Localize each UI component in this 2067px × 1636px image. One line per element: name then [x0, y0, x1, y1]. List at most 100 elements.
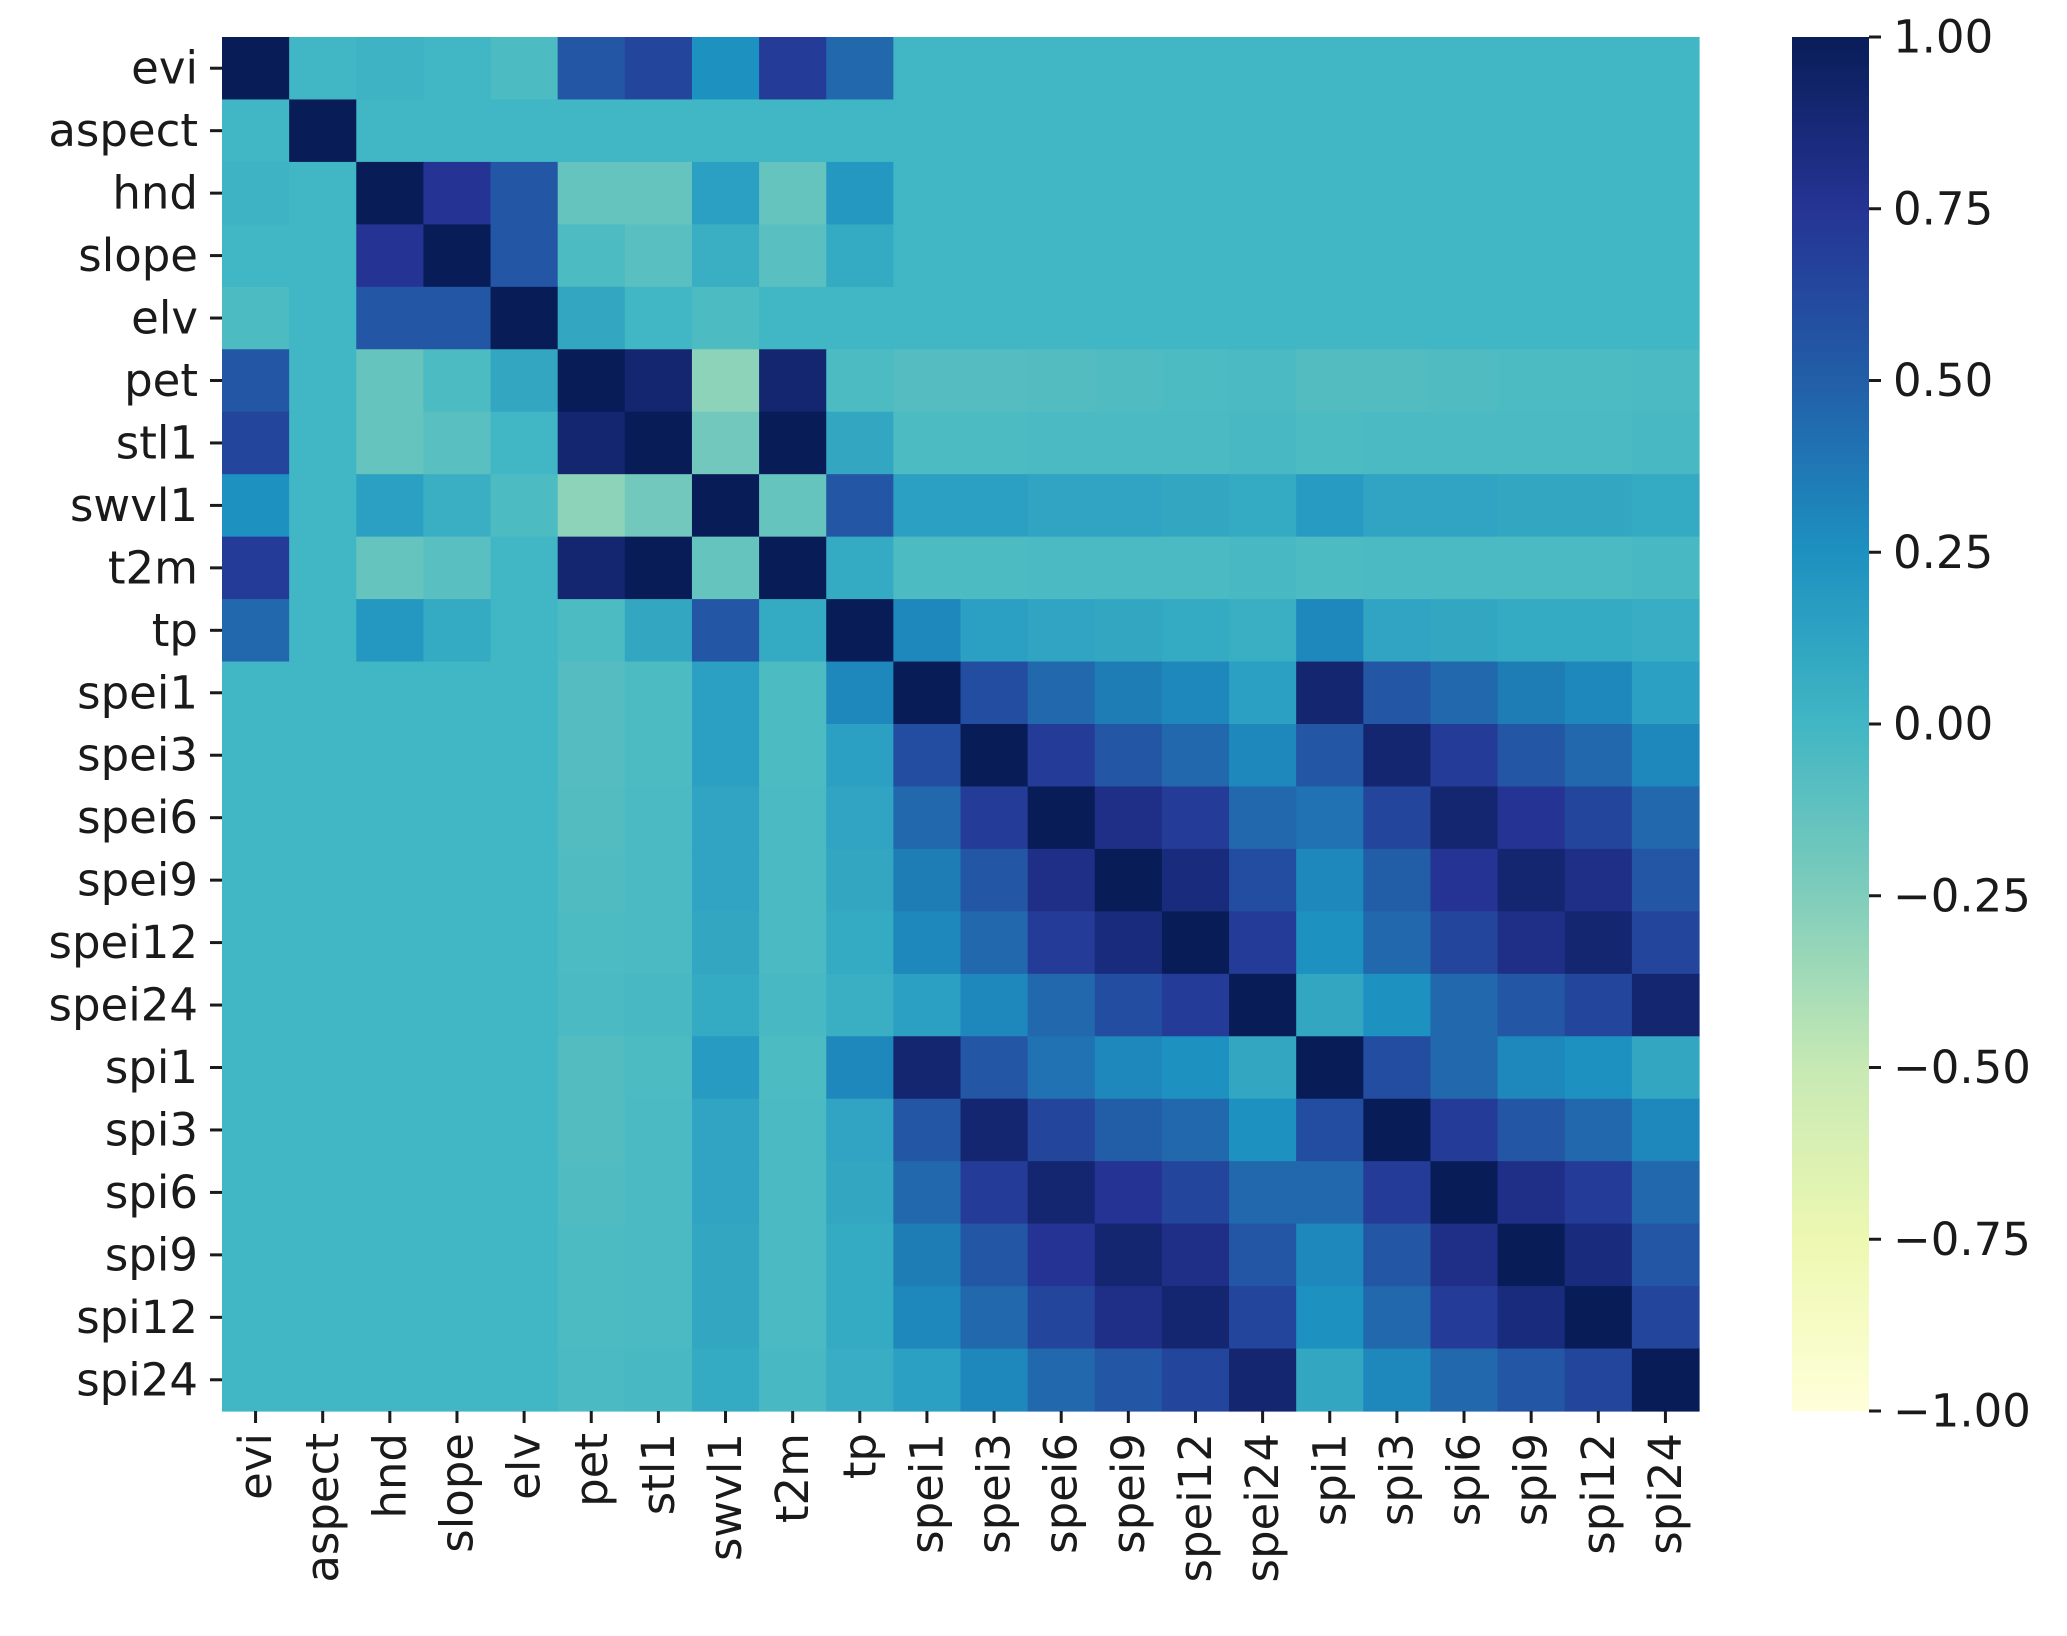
heatmap-cell-spi9-t2m	[759, 1223, 827, 1287]
heatmap-cell-hnd-spei3	[960, 161, 1029, 225]
heatmap-cell-spi1-spei12	[1161, 1036, 1230, 1100]
heatmap-cell-spei6-elv	[490, 786, 559, 850]
heatmap-cell-pet-spi12	[1564, 349, 1633, 413]
heatmap-cell-aspect-hnd	[356, 99, 425, 163]
heatmap-cell-spi12-spei6	[1027, 1286, 1096, 1350]
heatmap-cell-spi1-tp	[826, 1036, 894, 1100]
heatmap-cell-swvl1-pet	[557, 474, 626, 538]
heatmap-cell-tp-pet	[557, 599, 626, 663]
x-tick-label-evi: evi	[229, 1433, 282, 1500]
heatmap-cell-t2m-spei24	[1229, 536, 1297, 600]
heatmap-cell-spei12-aspect	[289, 911, 357, 975]
heatmap-cell-spei9-spei9	[1094, 848, 1163, 912]
heatmap-cell-t2m-tp	[826, 536, 894, 600]
heatmap-cell-pet-spi24	[1631, 349, 1700, 413]
y-tick-label-spei1: spei1	[77, 666, 198, 719]
heatmap-cell-stl1-spi1	[1296, 411, 1364, 475]
heatmap-cell-spi12-spi24	[1631, 1286, 1700, 1350]
x-axis: evi aspect hnd slope elv pet stl1 swvl1 t2m tp spe…	[229, 1411, 1692, 1583]
heatmap-cell-spi1-t2m	[759, 1036, 827, 1100]
heatmap-cell-spi12-spi6	[1430, 1286, 1499, 1350]
heatmap-cell-pet-spi3	[1363, 349, 1432, 413]
heatmap-cell-spei24-aspect	[289, 973, 357, 1037]
heatmap-cell-slope-pet	[557, 224, 626, 288]
heatmap-cell-spi3-spi12	[1564, 1098, 1633, 1162]
heatmap-cell-t2m-spei12	[1161, 536, 1230, 600]
heatmap-cell-spei3-spi9	[1497, 724, 1566, 788]
heatmap-cell-spei9-spi24	[1631, 848, 1700, 912]
x-tick-label-swvl1: swvl1	[699, 1433, 752, 1561]
heatmap-cell-slope-spi1	[1296, 224, 1364, 288]
heatmap-cell-evi-spi3	[1363, 37, 1432, 101]
heatmap-cell-spi12-spei1	[893, 1286, 962, 1350]
heatmap-cell-stl1-aspect	[289, 411, 357, 475]
heatmap-cell-elv-hnd	[356, 286, 425, 350]
heatmap-cell-t2m-spi12	[1564, 536, 1633, 600]
heatmap-cell-pet-aspect	[289, 349, 357, 413]
heatmap-cell-slope-spei1	[893, 224, 962, 288]
heatmap-cell-tp-tp	[826, 599, 894, 663]
heatmap-cell-swvl1-spi3	[1363, 474, 1432, 538]
heatmap-cell-evi-pet	[557, 37, 626, 101]
y-tick-label-spi6: spi6	[105, 1166, 198, 1219]
heatmap-cell-aspect-spei1	[893, 99, 962, 163]
heatmap-cell-spei12-spei24	[1229, 911, 1297, 975]
heatmap-cell-spei1-spi3	[1363, 661, 1432, 725]
heatmap-cell-spi1-spei24	[1229, 1036, 1297, 1100]
heatmap-cell-t2m-spei6	[1027, 536, 1096, 600]
heatmap-cell-aspect-stl1	[624, 99, 693, 163]
heatmap-cell-pet-elv	[490, 349, 559, 413]
heatmap-cell-elv-aspect	[289, 286, 357, 350]
heatmap-cell-tp-spei24	[1229, 599, 1297, 663]
heatmap-cell-spei12-hnd	[356, 911, 425, 975]
heatmap-cell-spei9-elv	[490, 848, 559, 912]
x-tick-label-slope: slope	[430, 1433, 483, 1553]
heatmap-cell-tp-spei3	[960, 599, 1029, 663]
heatmap-cell-tp-spei9	[1094, 599, 1163, 663]
heatmap-cell-spi3-spi6	[1430, 1098, 1499, 1162]
heatmap-cell-swvl1-swvl1	[691, 474, 760, 538]
heatmap-cell-slope-hnd	[356, 224, 425, 288]
heatmap-cell-stl1-slope	[423, 411, 492, 475]
heatmap-cell-spi3-t2m	[759, 1098, 827, 1162]
heatmap-cell-stl1-spei1	[893, 411, 962, 475]
heatmap-cell-spei3-spei3	[960, 724, 1029, 788]
heatmap-cell-spi12-spei24	[1229, 1286, 1297, 1350]
heatmap-cell-spi12-spi1	[1296, 1286, 1364, 1350]
heatmap-cell-spei1-t2m	[759, 661, 827, 725]
heatmap-cell-t2m-slope	[423, 536, 492, 600]
heatmap-cell-spei9-aspect	[289, 848, 357, 912]
heatmap-cell-aspect-spei24	[1229, 99, 1297, 163]
heatmap-cell-spi6-spei1	[893, 1161, 962, 1225]
heatmap-cell-slope-t2m	[759, 224, 827, 288]
heatmap-cell-swvl1-spei24	[1229, 474, 1297, 538]
heatmap-cell-stl1-hnd	[356, 411, 425, 475]
colorbar-tick-label: 0.00	[1893, 698, 1993, 751]
heatmap-cell-spei3-spi12	[1564, 724, 1633, 788]
heatmap-cell-aspect-spei12	[1161, 99, 1230, 163]
heatmap-cell-spei6-spei1	[893, 786, 962, 850]
heatmap-cell-t2m-spi9	[1497, 536, 1566, 600]
y-tick-label-spei9: spei9	[77, 854, 198, 907]
heatmap-cell-spi6-swvl1	[691, 1161, 760, 1225]
heatmap-cell-spi3-elv	[490, 1098, 559, 1162]
heatmap-cell-spi24-spi9	[1497, 1348, 1566, 1412]
x-tick-label-spi9: spi9	[1505, 1433, 1558, 1526]
heatmap-cell-spi9-swvl1	[691, 1223, 760, 1287]
heatmap-cell-spei24-spei9	[1094, 973, 1163, 1037]
x-tick-label-spi24: spi24	[1639, 1433, 1692, 1555]
heatmap-cell-spei12-spi9	[1497, 911, 1566, 975]
heatmap-cell-spei1-spi9	[1497, 661, 1566, 725]
heatmap-cell-t2m-spei1	[893, 536, 962, 600]
heatmap-cell-spi24-spi6	[1430, 1348, 1499, 1412]
heatmap-cell-spei6-spi24	[1631, 786, 1700, 850]
heatmap-cell-stl1-spei9	[1094, 411, 1163, 475]
heatmap-cell-evi-spi1	[1296, 37, 1364, 101]
heatmap-cell-spi9-spei12	[1161, 1223, 1230, 1287]
heatmap-cell-spi3-evi	[222, 1098, 290, 1162]
heatmap-cell-spi6-spei24	[1229, 1161, 1297, 1225]
heatmap-cell-evi-spei3	[960, 37, 1029, 101]
y-axis: evi aspect hnd slope elv pet stl1 swvl1 t2m tp spe…	[48, 42, 222, 1406]
y-tick-label-spi9: spi9	[105, 1228, 198, 1281]
heatmap-cell-spei9-spi3	[1363, 848, 1432, 912]
